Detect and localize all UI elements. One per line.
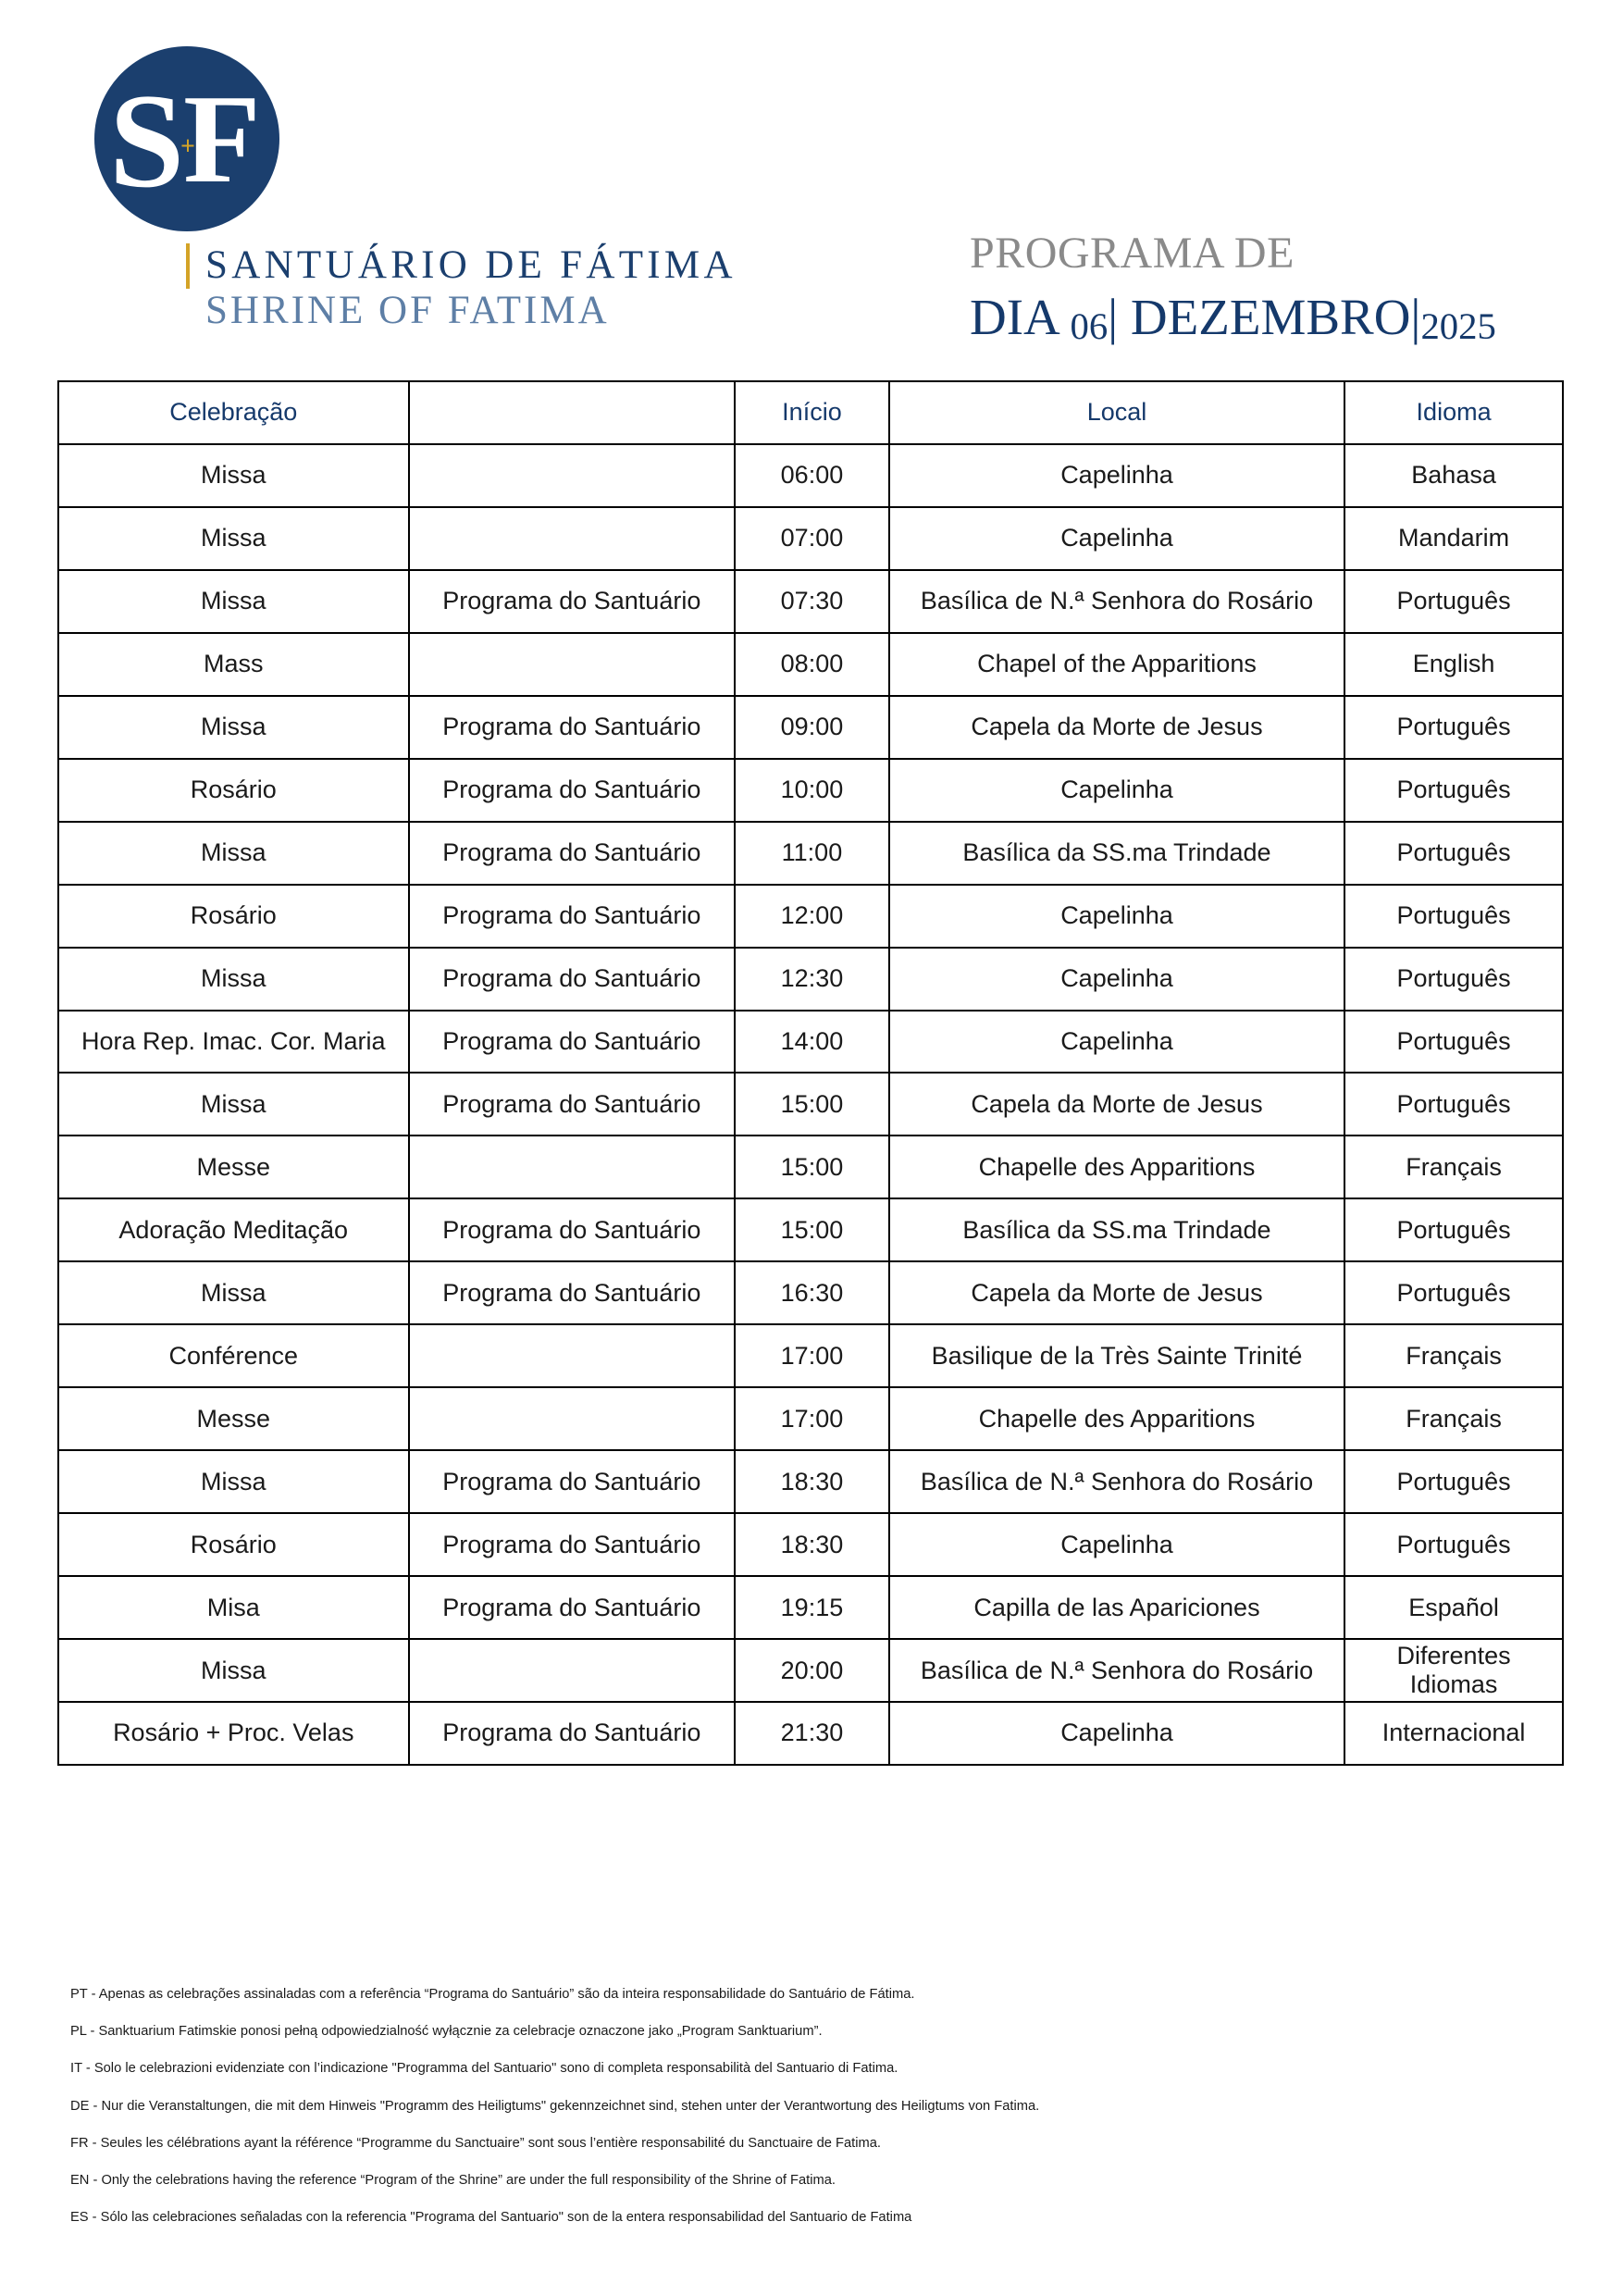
svg-text:S: S xyxy=(109,66,184,216)
svg-text:+: + xyxy=(180,132,195,161)
